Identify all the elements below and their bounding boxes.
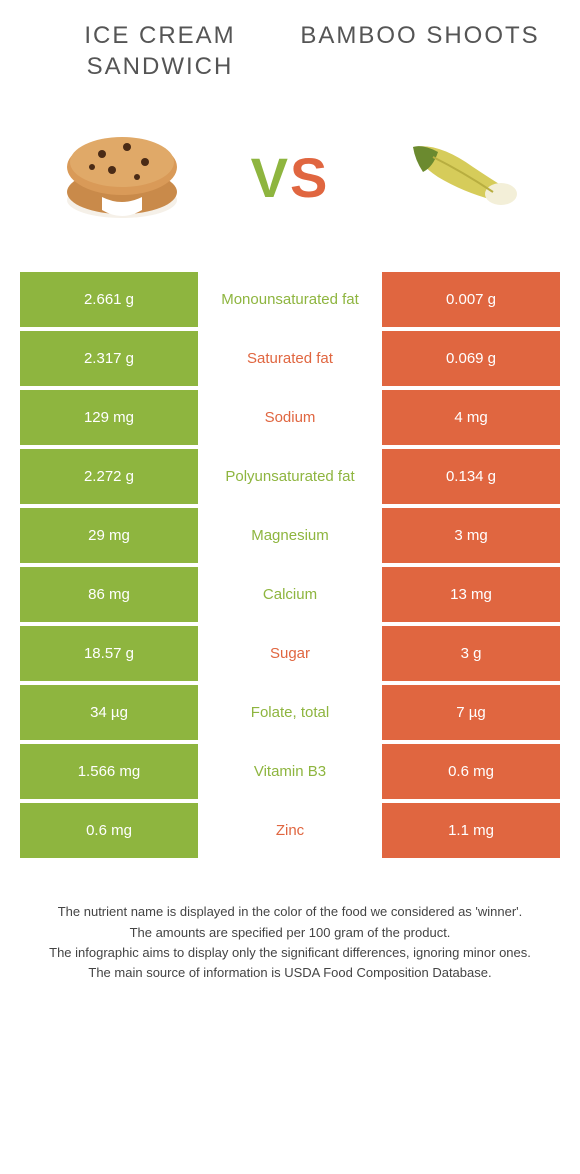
- value-left: 34 µg: [20, 685, 198, 740]
- footer-line-3: The infographic aims to display only the…: [30, 943, 550, 963]
- vs-v: V: [251, 146, 290, 209]
- value-right: 13 mg: [382, 567, 560, 622]
- vs-label: VS: [251, 145, 330, 210]
- table-row: 1.566 mgVitamin B30.6 mg: [20, 744, 560, 799]
- nutrient-label: Calcium: [198, 567, 382, 622]
- footer-line-1: The nutrient name is displayed in the co…: [30, 902, 550, 922]
- value-right: 0.134 g: [382, 449, 560, 504]
- nutrient-label: Magnesium: [198, 508, 382, 563]
- value-right: 3 g: [382, 626, 560, 681]
- value-right: 0.069 g: [382, 331, 560, 386]
- footer-notes: The nutrient name is displayed in the co…: [0, 862, 580, 983]
- value-left: 129 mg: [20, 390, 198, 445]
- nutrient-label: Folate, total: [198, 685, 382, 740]
- nutrient-label: Polyunsaturated fat: [198, 449, 382, 504]
- table-row: 0.6 mgZinc1.1 mg: [20, 803, 560, 858]
- value-right: 0.007 g: [382, 272, 560, 327]
- value-right: 3 mg: [382, 508, 560, 563]
- value-left: 0.6 mg: [20, 803, 198, 858]
- value-left: 1.566 mg: [20, 744, 198, 799]
- table-row: 18.57 gSugar3 g: [20, 626, 560, 681]
- hero: VS: [0, 92, 580, 272]
- value-left: 2.272 g: [20, 449, 198, 504]
- value-right: 7 µg: [382, 685, 560, 740]
- value-left: 2.317 g: [20, 331, 198, 386]
- title-right: BAMBOO SHOOTS: [290, 20, 550, 82]
- vs-s: S: [290, 146, 329, 209]
- table-row: 2.661 gMonounsaturated fat0.007 g: [20, 272, 560, 327]
- table-row: 129 mgSodium4 mg: [20, 390, 560, 445]
- value-left: 18.57 g: [20, 626, 198, 681]
- table-row: 34 µgFolate, total7 µg: [20, 685, 560, 740]
- value-left: 86 mg: [20, 567, 198, 622]
- value-right: 4 mg: [382, 390, 560, 445]
- nutrient-label: Sugar: [198, 626, 382, 681]
- food-image-left: [47, 122, 197, 232]
- value-left: 2.661 g: [20, 272, 198, 327]
- nutrient-label: Monounsaturated fat: [198, 272, 382, 327]
- nutrient-table: 2.661 gMonounsaturated fat0.007 g2.317 g…: [0, 272, 580, 858]
- titles-row: ICE CREAM SANDWICH BAMBOO SHOOTS: [0, 0, 580, 92]
- nutrient-label: Sodium: [198, 390, 382, 445]
- title-left: ICE CREAM SANDWICH: [30, 20, 290, 82]
- footer-line-2: The amounts are specified per 100 gram o…: [30, 923, 550, 943]
- footer-line-4: The main source of information is USDA F…: [30, 963, 550, 983]
- nutrient-label: Vitamin B3: [198, 744, 382, 799]
- table-row: 86 mgCalcium13 mg: [20, 567, 560, 622]
- table-row: 2.317 gSaturated fat0.069 g: [20, 331, 560, 386]
- table-row: 2.272 gPolyunsaturated fat0.134 g: [20, 449, 560, 504]
- value-right: 1.1 mg: [382, 803, 560, 858]
- value-right: 0.6 mg: [382, 744, 560, 799]
- value-left: 29 mg: [20, 508, 198, 563]
- nutrient-label: Zinc: [198, 803, 382, 858]
- food-image-right: [383, 122, 533, 232]
- table-row: 29 mgMagnesium3 mg: [20, 508, 560, 563]
- nutrient-label: Saturated fat: [198, 331, 382, 386]
